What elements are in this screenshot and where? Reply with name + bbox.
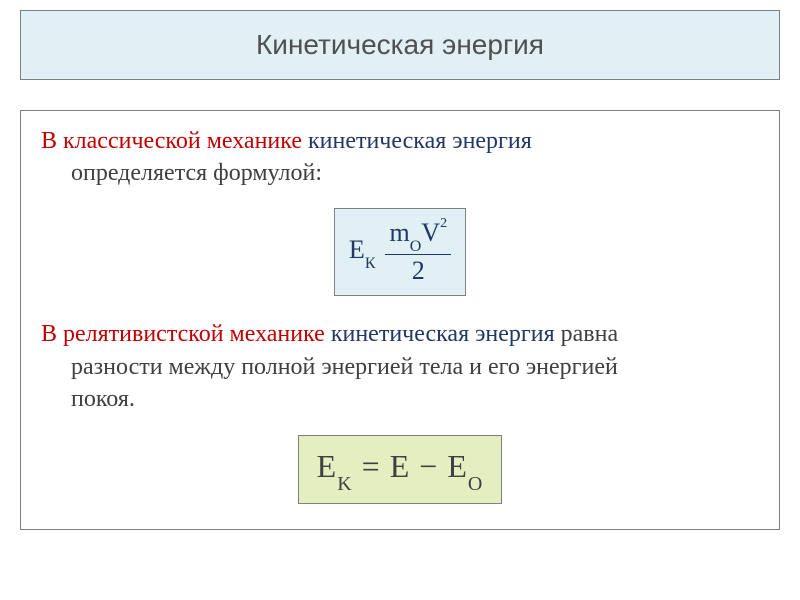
formula1-m-sub: О — [410, 238, 422, 255]
formula1-v: V — [421, 218, 440, 247]
formula1-fraction: mОV2 2 — [385, 219, 451, 285]
f2-e3: E — [447, 448, 468, 484]
para1-highlight: кинетическая энергия — [308, 128, 532, 154]
formula-classical: EК mОV2 2 — [334, 208, 466, 296]
f2-eq: = — [353, 448, 390, 484]
paragraph-classical: В классической механике кинетическая эне… — [41, 125, 759, 190]
formula1-lhs: EК — [349, 235, 376, 269]
f2-minus: − — [410, 448, 447, 484]
f2-e2: E — [390, 448, 411, 484]
formula-relativistic-wrap: EK = E − EO — [41, 435, 759, 503]
para1-prefix: В классической механике — [41, 128, 308, 154]
title-box: Кинетическая энергия — [20, 10, 780, 80]
formula1-numerator: mОV2 — [385, 219, 451, 255]
para2-rest3: покоя. — [41, 386, 135, 412]
f2-s3: O — [468, 473, 483, 495]
f2-e1: E — [317, 448, 338, 484]
formula1-v-sup: 2 — [440, 216, 447, 231]
para2-rest1: равна — [555, 321, 618, 347]
title-text: Кинетическая энергия — [31, 29, 769, 61]
paragraph-relativistic: В релятивистской механике кинетическая э… — [41, 318, 759, 415]
para2-prefix: В релятивистской механике — [41, 321, 331, 347]
formula-relativistic: EK = E − EO — [298, 435, 503, 503]
para2-rest2: разности между полной энергией тела и ег… — [41, 354, 618, 380]
f2-s1: K — [337, 473, 352, 495]
para1-suffix: определяется формулой: — [41, 160, 322, 186]
formula1-m: m — [389, 218, 409, 247]
formula1-denominator: 2 — [412, 255, 425, 286]
content-box: В классической механике кинетическая эне… — [20, 110, 780, 530]
formula-classical-wrap: EК mОV2 2 — [41, 208, 759, 296]
formula1-lhs-sub: К — [365, 255, 376, 272]
para2-highlight: кинетическая энергия — [331, 321, 555, 347]
formula1-lhs-base: E — [349, 235, 365, 264]
